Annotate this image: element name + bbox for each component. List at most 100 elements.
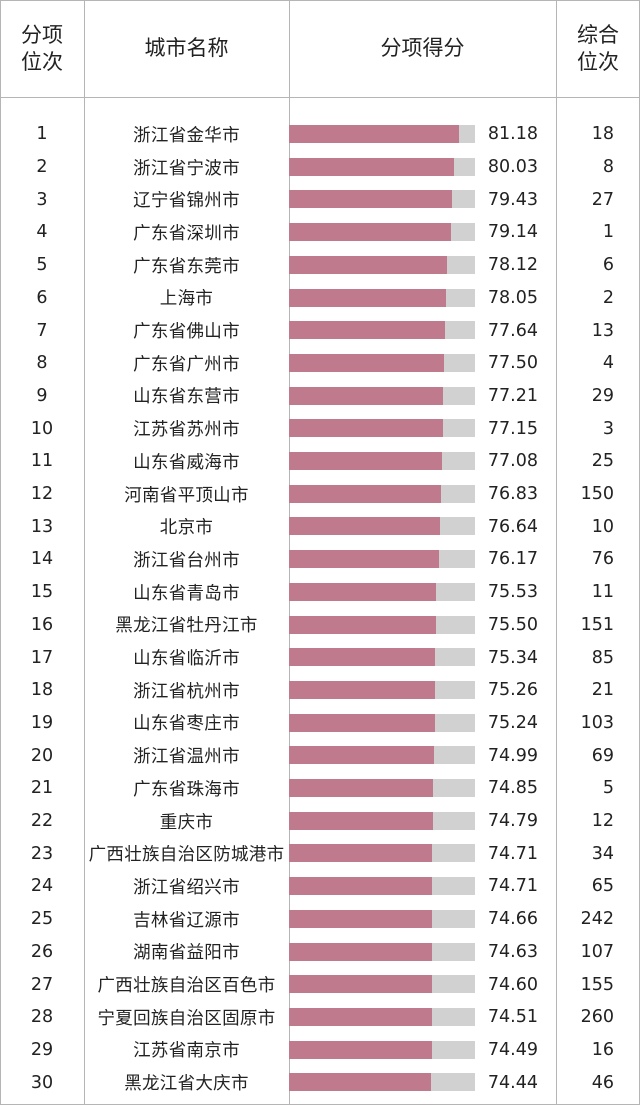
rank-cell: 8	[36, 353, 48, 374]
city-name-cell: 黑龙江省大庆市	[124, 1074, 249, 1095]
score-bar	[289, 811, 433, 830]
table-row: 30 黑龙江省大庆市 74.44 46	[0, 1066, 640, 1099]
rank-cell: 2	[36, 157, 48, 178]
score-bar-track	[289, 713, 475, 732]
header-divider	[0, 97, 640, 98]
city-name-cell: 山东省枣庄市	[133, 714, 240, 735]
table-row: 19 山东省枣庄市 75.24 103	[0, 707, 640, 740]
overall-rank-cell: 69	[591, 745, 614, 766]
rank-cell: 23	[30, 843, 54, 864]
overall-rank-cell: 155	[580, 974, 614, 995]
rank-cell: 9	[36, 385, 48, 406]
score-bar-track	[289, 223, 475, 242]
rank-cell: 4	[36, 222, 48, 243]
rank-cell: 22	[30, 811, 54, 832]
score-bar-track	[289, 648, 475, 667]
score-bar-track	[289, 779, 475, 797]
score-bar	[289, 419, 443, 438]
table-row: 8 广东省广州市 77.50 4	[0, 347, 640, 380]
city-name-cell: 江苏省南京市	[133, 1041, 240, 1062]
score-cell: 74.66	[487, 909, 538, 930]
overall-rank-cell: 11	[591, 582, 614, 603]
score-cell: 74.49	[487, 1039, 538, 1060]
score-bar	[289, 615, 436, 634]
rank-cell: 26	[30, 941, 54, 962]
table-row: 29 江苏省南京市 74.49 16	[0, 1034, 640, 1067]
score-cell: 78.12	[487, 255, 538, 276]
overall-rank-cell: 1	[602, 222, 614, 243]
score-bar	[289, 484, 442, 503]
city-name-cell: 浙江省杭州市	[133, 681, 240, 702]
overall-rank-cell: 25	[591, 451, 614, 472]
score-bar-track	[289, 452, 475, 470]
score-bar	[289, 353, 444, 372]
score-cell: 75.34	[487, 647, 538, 668]
rank-cell: 1	[36, 124, 48, 145]
score-bar	[289, 125, 460, 143]
score-cell: 75.50	[487, 614, 538, 635]
overall-rank-cell: 151	[580, 614, 614, 635]
score-bar	[289, 1040, 432, 1059]
score-bar-track	[289, 419, 475, 438]
rank-cell: 15	[30, 582, 54, 603]
city-name-cell: 广东省佛山市	[133, 322, 240, 343]
table-row: 1 浙江省金华市 81.18 18	[0, 118, 640, 151]
score-cell: 75.53	[487, 582, 538, 603]
rank-cell: 13	[30, 516, 54, 537]
city-name-cell: 江苏省苏州市	[133, 420, 240, 441]
city-name-cell: 上海市	[159, 289, 214, 310]
city-name-cell: 黑龙江省牡丹江市	[115, 616, 258, 637]
overall-rank-cell: 21	[591, 680, 614, 701]
table-row: 23 广西壮族自治区防城港市 74.71 34	[0, 837, 640, 870]
rank-cell: 28	[30, 1007, 54, 1028]
rank-cell: 10	[30, 418, 54, 439]
overall-rank-cell: 3	[602, 418, 614, 439]
score-bar-track	[289, 386, 475, 405]
score-bar-track	[289, 1073, 475, 1092]
overall-rank-cell: 85	[591, 647, 614, 668]
table-row: 22 重庆市 74.79 12	[0, 805, 640, 838]
city-name-cell: 浙江省宁波市	[133, 158, 240, 179]
overall-rank-cell: 10	[591, 516, 614, 537]
table-row: 10 江苏省苏州市 77.15 3	[0, 412, 640, 445]
score-bar	[289, 255, 447, 274]
overall-rank-cell: 103	[580, 712, 614, 733]
city-name-cell: 广东省深圳市	[133, 223, 240, 244]
city-name-cell: 北京市	[159, 518, 214, 539]
score-bar-track	[289, 615, 475, 634]
rank-cell: 24	[30, 876, 54, 897]
table-row: 21 广东省珠海市 74.85 5	[0, 772, 640, 805]
score-bar-track	[289, 811, 475, 830]
score-cell: 81.18	[487, 124, 538, 145]
table-row: 2 浙江省宁波市 80.03 8	[0, 151, 640, 184]
city-name-cell: 浙江省绍兴市	[133, 877, 240, 898]
city-name-cell: 湖南省益阳市	[133, 943, 240, 964]
rank-cell: 16	[30, 614, 54, 635]
city-name-cell: 山东省临沂市	[133, 649, 240, 670]
rank-cell: 18	[30, 680, 54, 701]
overall-rank-cell: 46	[591, 1072, 614, 1093]
city-name-cell: 吉林省辽源市	[133, 910, 240, 931]
score-bar-track	[289, 288, 475, 307]
score-bar-track	[289, 484, 475, 503]
table-row: 16 黑龙江省牡丹江市 75.50 151	[0, 609, 640, 642]
city-name-cell: 广东省珠海市	[133, 779, 240, 800]
score-cell: 74.85	[487, 778, 538, 799]
rank-cell: 11	[30, 451, 54, 472]
table-row: 5 广东省东莞市 78.12 6	[0, 249, 640, 282]
table-row: 7 广东省佛山市 77.64 13	[0, 314, 640, 347]
score-cell: 77.15	[487, 418, 538, 439]
header-city: 城市名称	[144, 36, 229, 60]
city-name-cell: 广西壮族自治区防城港市	[88, 845, 285, 866]
score-cell: 74.44	[487, 1072, 538, 1093]
table-row: 28 宁夏回族自治区固原市 74.51 260	[0, 1001, 640, 1034]
rank-cell: 20	[30, 745, 54, 766]
score-bar-track	[289, 255, 475, 274]
score-cell: 74.60	[487, 974, 538, 995]
score-bar	[289, 550, 439, 569]
overall-rank-cell: 4	[602, 353, 614, 374]
table-row: 15 山东省青岛市 75.53 11	[0, 576, 640, 609]
score-bar	[289, 1073, 432, 1092]
score-cell: 78.05	[487, 287, 538, 308]
table-row: 26 湖南省益阳市 74.63 107	[0, 936, 640, 969]
